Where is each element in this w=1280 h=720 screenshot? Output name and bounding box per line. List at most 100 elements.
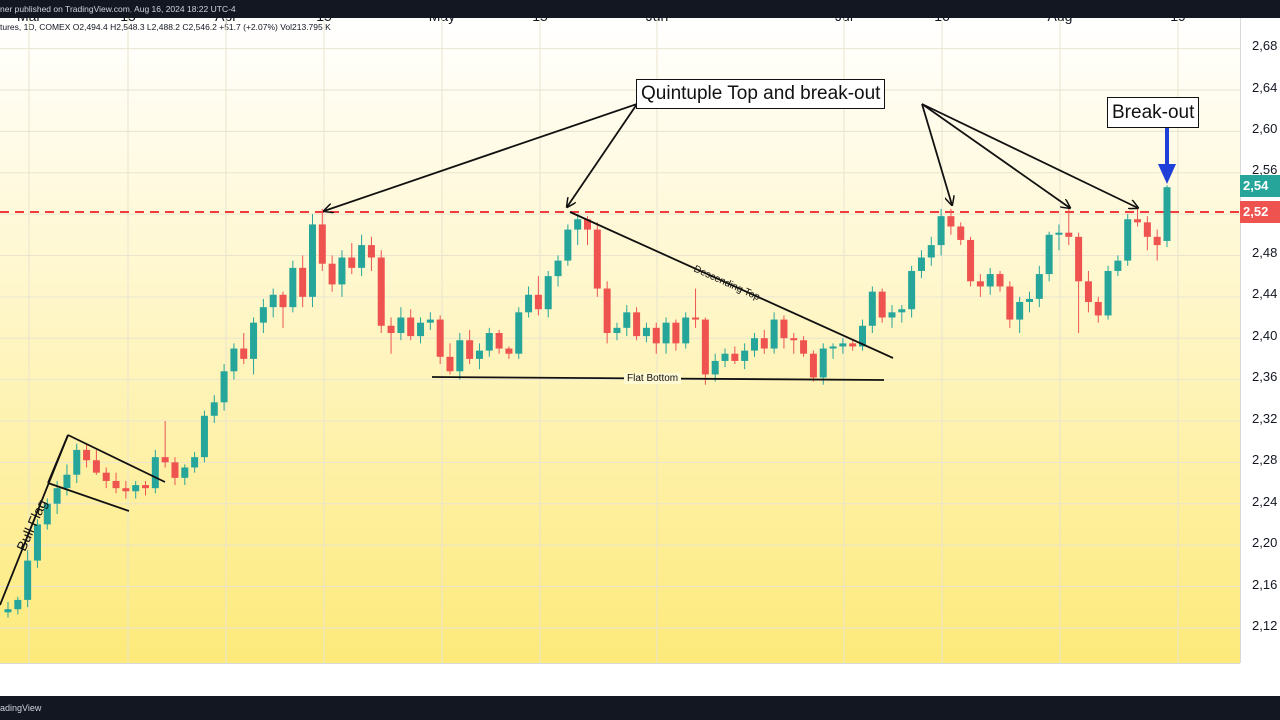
- candle-up: [770, 319, 778, 349]
- candle-up: [308, 224, 316, 297]
- time-tick: May: [428, 8, 456, 24]
- candle-up: [623, 312, 631, 328]
- price-tick: 2,36: [1252, 369, 1278, 384]
- candle-up: [73, 449, 81, 475]
- flat-bottom-label: Flat Bottom: [624, 373, 682, 384]
- time-tick: Jun: [645, 8, 669, 24]
- candle-up: [1124, 219, 1132, 261]
- candle-down: [1084, 281, 1092, 302]
- price-tick: 2,48: [1252, 245, 1278, 260]
- candle-down: [1143, 222, 1151, 237]
- candle-up: [181, 467, 189, 478]
- candle-down: [240, 348, 248, 359]
- candle-up: [544, 276, 552, 310]
- candle-down: [633, 312, 641, 337]
- candle-up: [1035, 274, 1043, 299]
- candle-up: [927, 245, 935, 258]
- brand-bar: adingView: [0, 696, 1280, 720]
- time-tick: 15: [120, 8, 136, 24]
- candle-down: [436, 319, 444, 357]
- time-tick: Mar: [16, 8, 42, 24]
- candle-up: [358, 245, 366, 268]
- candle-down: [466, 340, 474, 359]
- time-tick: Aug: [1047, 8, 1073, 24]
- candle-up: [63, 474, 71, 489]
- time-axis[interactable]: [0, 663, 1240, 697]
- ohlc-legend: tures, 1D, COMEX O2,494.4 H2,548.3 L2,48…: [0, 22, 331, 32]
- candle-down: [996, 274, 1004, 287]
- candle-down: [407, 317, 415, 337]
- candle-down: [1075, 236, 1083, 282]
- candle-down: [800, 340, 808, 354]
- candle-down: [367, 245, 375, 258]
- price-tick: 2,16: [1252, 577, 1278, 592]
- breakout-arrow-head: [1158, 164, 1176, 184]
- candle-down: [593, 229, 601, 289]
- price-tick: 2,44: [1252, 286, 1278, 301]
- candle-up: [662, 322, 670, 344]
- candle-down: [1094, 301, 1102, 316]
- candle-up: [1055, 232, 1063, 235]
- candle-down: [279, 294, 287, 308]
- publish-bar: ner published on TradingView.com, Aug 16…: [0, 0, 1280, 18]
- bull-flag-link: [47, 434, 69, 484]
- candle-down: [878, 291, 886, 318]
- candle-up: [741, 350, 749, 361]
- descending-top-line: [569, 211, 894, 359]
- candle-down: [701, 319, 709, 375]
- candle-down: [328, 263, 336, 285]
- last-price-badge: 2,54: [1240, 175, 1280, 197]
- plot-area[interactable]: [0, 18, 1240, 663]
- candle-up: [191, 457, 199, 468]
- quintuple-arrow-3: [921, 103, 952, 205]
- candle-down: [534, 294, 542, 310]
- candle-down: [976, 281, 984, 287]
- candle-up: [1163, 187, 1171, 241]
- price-axis[interactable]: [1240, 18, 1280, 663]
- candle-up: [456, 340, 464, 372]
- candle-down: [171, 462, 179, 478]
- candle-down: [505, 348, 513, 354]
- candle-up: [269, 294, 277, 308]
- tradingview-brand: adingView: [0, 703, 42, 713]
- candle-up: [908, 270, 916, 310]
- candle-down: [809, 353, 817, 378]
- candle-down: [112, 480, 120, 489]
- candle-down: [849, 343, 857, 347]
- bull-flag-top: [67, 434, 166, 483]
- chart-canvas: Descending Top Bull Flag: [0, 18, 1240, 663]
- candle-down: [692, 317, 700, 320]
- candle-up: [554, 260, 562, 277]
- candle-down: [947, 216, 955, 227]
- candle-down: [760, 338, 768, 349]
- candle-up: [868, 291, 876, 326]
- time-tick: Apr: [215, 8, 237, 24]
- candle-up: [220, 371, 228, 403]
- candle-up: [859, 325, 867, 347]
- candle-up: [210, 402, 218, 416]
- candle-up: [574, 219, 582, 230]
- candle-up: [682, 317, 690, 344]
- candle-up: [829, 346, 837, 349]
- candle-up: [1025, 298, 1033, 302]
- candle-up: [937, 216, 945, 246]
- resistance-price-badge: 2,52: [1240, 201, 1280, 223]
- candle-down: [495, 333, 503, 349]
- candle-down: [1153, 236, 1161, 246]
- time-tick: 19: [1170, 8, 1186, 24]
- candle-up: [53, 488, 61, 504]
- candle-up: [151, 457, 159, 489]
- candle-up: [33, 524, 41, 561]
- time-tick: 15: [316, 8, 332, 24]
- candle-up: [888, 312, 896, 318]
- candle-down: [299, 267, 307, 297]
- candle-up: [642, 327, 650, 337]
- candle-up: [1104, 270, 1112, 316]
- candle-up: [250, 322, 258, 359]
- quintuple-arrow-5: [921, 103, 1138, 208]
- price-tick: 2,24: [1252, 494, 1278, 509]
- candle-down: [83, 449, 91, 461]
- price-tick: 2,28: [1252, 452, 1278, 467]
- candle-down: [1006, 286, 1014, 320]
- candle-up: [14, 599, 22, 610]
